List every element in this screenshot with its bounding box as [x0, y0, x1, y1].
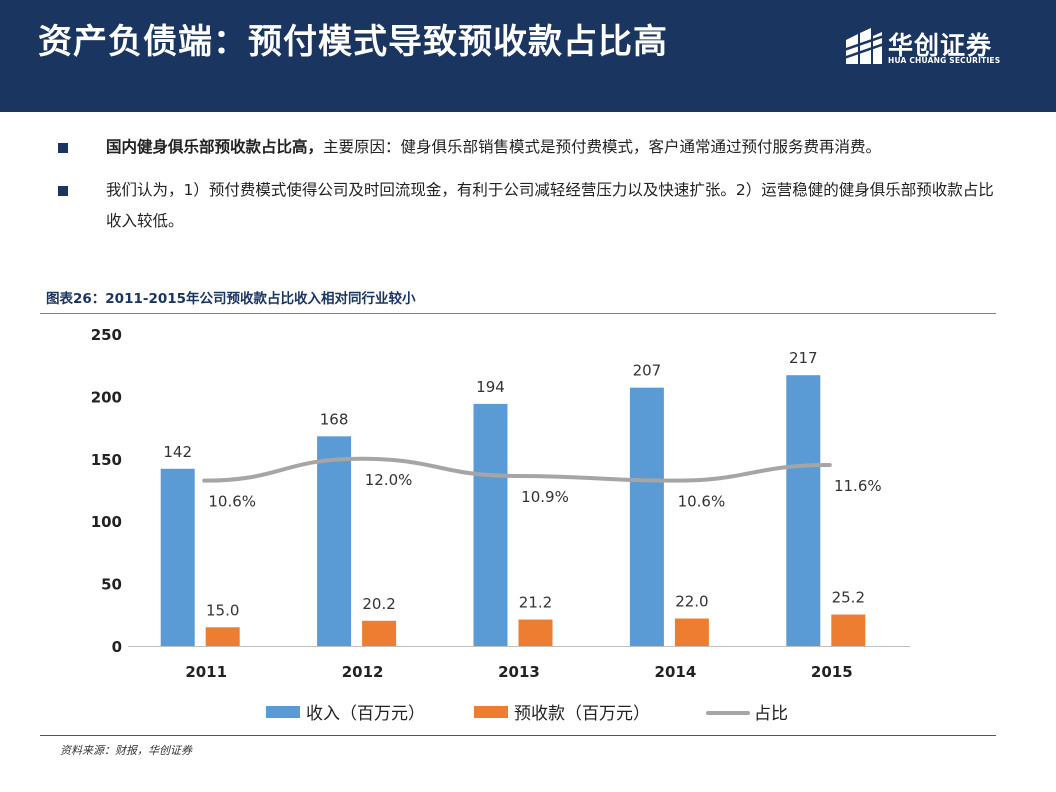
- ratio-data-label: 10.6%: [678, 493, 726, 511]
- legend-label: 预收款（百万元）: [514, 704, 650, 724]
- ratio-data-label: 10.6%: [208, 493, 256, 511]
- y-tick-label: 50: [101, 576, 122, 594]
- revenue-data-label: 207: [633, 362, 662, 380]
- revenue-data-label: 194: [476, 378, 505, 396]
- y-tick-label: 100: [91, 513, 122, 531]
- bullet-item: 我们认为，1）预付费模式使得公司及时回流现金，有利于公司减轻经营压力以及快速扩张…: [56, 175, 1006, 237]
- ratio-data-label: 10.9%: [521, 488, 569, 506]
- x-tick-label: 2014: [655, 663, 697, 681]
- footer-divider: [40, 735, 996, 736]
- prepaid-data-label: 15.0: [206, 601, 239, 619]
- y-tick-label: 150: [91, 451, 122, 469]
- revenue-data-label: 142: [163, 443, 192, 461]
- slide-header: 资产负债端：预付模式导致预收款占比高 华创证券 HUA CHUANG SECUR…: [0, 0, 1056, 112]
- prepaid-data-label: 21.2: [519, 594, 552, 612]
- prepaid-bar: [362, 620, 397, 646]
- bullet-emphasis: 国内健身俱乐部预收款占比高，: [106, 138, 324, 156]
- x-tick-label: 2012: [342, 663, 384, 681]
- bullet-text: 主要原因：健身俱乐部销售模式是预付费模式，客户通常通过预付服务费再消费。: [323, 138, 882, 156]
- bullet-text: 我们认为，1）预付费模式使得公司及时回流现金，有利于公司减轻经营压力以及快速扩张…: [106, 181, 994, 230]
- prepaid-bar: [205, 627, 240, 646]
- prepaid-data-label: 20.2: [362, 595, 395, 613]
- brand-logo: 华创证券 HUA CHUANG SECURITIES: [844, 26, 1014, 70]
- y-tick-label: 0: [112, 638, 122, 656]
- revenue-data-label: 217: [789, 349, 818, 367]
- revenue-bar: [160, 468, 195, 646]
- source-note: 资料来源：财报，华创证券: [60, 744, 192, 757]
- prepaid-data-label: 22.0: [675, 593, 708, 611]
- figure-title-divider: [40, 313, 996, 314]
- brand-name-cn: 华创证券: [888, 31, 993, 60]
- prepaid-bar: [674, 618, 709, 646]
- y-tick-label: 250: [91, 326, 122, 344]
- prepaid-bar: [831, 614, 866, 646]
- ratio-data-label: 12.0%: [365, 471, 413, 489]
- revenue-bar: [473, 403, 508, 646]
- figure-title: 图表26：2011-2015年公司预收款占比收入相对同行业较小: [46, 291, 416, 307]
- slide-title: 资产负债端：预付模式导致预收款占比高: [38, 22, 668, 62]
- revenue-bar: [629, 387, 664, 646]
- x-tick-label: 2013: [498, 663, 540, 681]
- ratio-line: [202, 456, 832, 483]
- prepaid-data-label: 25.2: [832, 589, 865, 607]
- bullet-list: 国内健身俱乐部预收款占比高，主要原因：健身俱乐部销售模式是预付费模式，客户通常通…: [56, 132, 1006, 249]
- prepaid-bar: [518, 619, 553, 646]
- x-tick-label: 2015: [811, 663, 853, 681]
- revenue-bar: [317, 436, 352, 646]
- legend-swatch: [474, 706, 508, 718]
- brand-logo-icon: [844, 28, 884, 64]
- ratio-data-label: 11.6%: [834, 477, 882, 495]
- revenue-data-label: 168: [320, 410, 349, 428]
- revenue-bar: [786, 375, 821, 646]
- legend-swatch: [266, 706, 300, 718]
- y-tick-label: 200: [91, 388, 122, 406]
- bullet-item: 国内健身俱乐部预收款占比高，主要原因：健身俱乐部销售模式是预付费模式，客户通常通…: [56, 132, 1006, 163]
- x-tick-label: 2011: [185, 663, 227, 681]
- bullet-square-icon: [58, 186, 68, 196]
- legend-label: 占比: [754, 704, 788, 724]
- bullet-square-icon: [58, 143, 68, 153]
- brand-name-en: HUA CHUANG SECURITIES: [888, 56, 1001, 65]
- legend-label: 收入（百万元）: [306, 704, 425, 724]
